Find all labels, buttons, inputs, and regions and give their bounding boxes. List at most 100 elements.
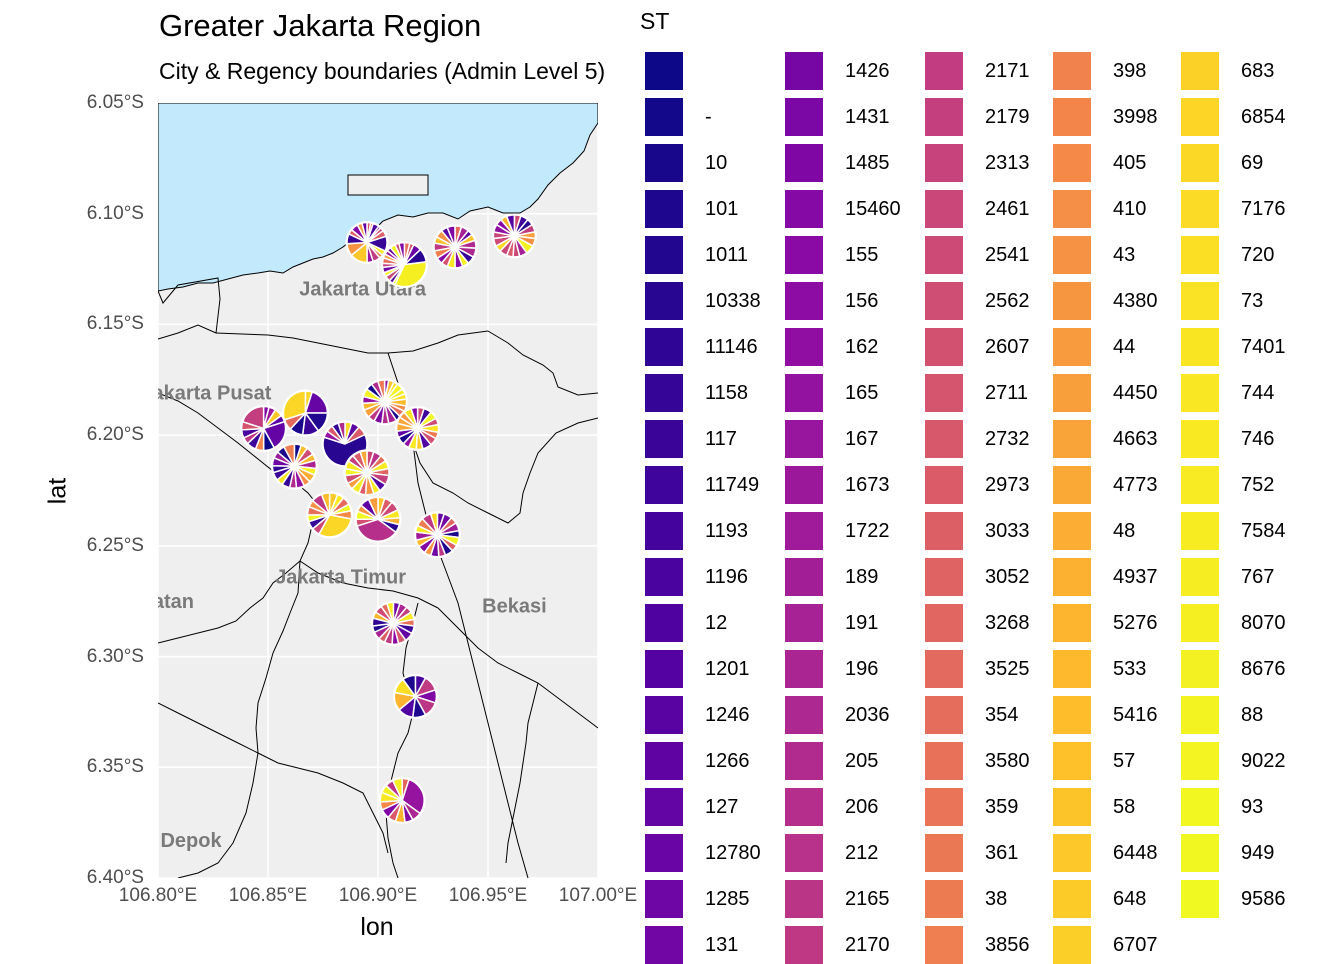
legend-swatch bbox=[925, 328, 963, 366]
legend-label: 15460 bbox=[845, 198, 901, 220]
legend-item: 1266 bbox=[645, 742, 765, 780]
legend-swatch bbox=[1181, 788, 1219, 826]
pie-slice bbox=[401, 778, 425, 815]
legend-item: 12 bbox=[645, 604, 765, 642]
legend-item: 5276 bbox=[1053, 604, 1173, 642]
legend-label: 4663 bbox=[1113, 428, 1158, 450]
legend-swatch bbox=[1181, 98, 1219, 136]
pie-marker[interactable] bbox=[491, 213, 537, 259]
legend-swatch bbox=[785, 466, 823, 504]
y-tick-label: 6.05°S bbox=[86, 92, 144, 113]
pie-slice bbox=[282, 443, 296, 467]
pie-slice bbox=[446, 225, 456, 248]
pie-marker[interactable] bbox=[281, 389, 329, 437]
legend-item: 752 bbox=[1181, 466, 1301, 504]
y-tick-label: 6.40°S bbox=[86, 867, 144, 888]
legend-swatch bbox=[1053, 420, 1091, 458]
region-label: Jakarta Selatan bbox=[158, 591, 194, 613]
legend-swatch bbox=[785, 788, 823, 826]
pie-marker[interactable] bbox=[392, 673, 438, 719]
pie-marker[interactable] bbox=[370, 600, 416, 646]
legend-label: 44 bbox=[1113, 336, 1136, 358]
legend-label: 12 bbox=[705, 612, 728, 634]
legend-label: 2165 bbox=[845, 888, 890, 910]
legend-swatch bbox=[1181, 834, 1219, 872]
legend-label: 683 bbox=[1241, 60, 1275, 82]
legend-swatch bbox=[645, 328, 683, 366]
pie-marker[interactable] bbox=[343, 449, 391, 497]
pie-slice bbox=[356, 518, 397, 542]
legend-label: 11749 bbox=[705, 474, 760, 496]
legend-swatch bbox=[1053, 926, 1091, 964]
legend-label: 949 bbox=[1241, 842, 1275, 864]
pie-marker[interactable] bbox=[345, 221, 389, 264]
legend-label: 1673 bbox=[845, 474, 890, 496]
legend-swatch bbox=[785, 282, 823, 320]
legend-item: 11146 bbox=[645, 328, 765, 366]
y-tick-label: 6.15°S bbox=[86, 313, 144, 335]
legend-swatch bbox=[925, 696, 963, 734]
legend-swatch bbox=[1181, 420, 1219, 458]
legend-item: 10 bbox=[645, 144, 765, 182]
legend-label: 5416 bbox=[1113, 704, 1158, 726]
legend-item: 2170 bbox=[785, 926, 905, 964]
legend-swatch bbox=[1181, 328, 1219, 366]
legend-item: 9586 bbox=[1181, 880, 1301, 918]
legend-label: 2171 bbox=[985, 60, 1030, 82]
pie-slice bbox=[402, 674, 417, 699]
pie-marker[interactable] bbox=[321, 420, 369, 468]
legend-label: 117 bbox=[705, 428, 737, 450]
legend-label: 3052 bbox=[985, 566, 1030, 588]
legend-swatch bbox=[1181, 650, 1219, 688]
legend-swatch bbox=[1181, 374, 1219, 412]
legend-swatch bbox=[1053, 466, 1091, 504]
pie-slice bbox=[376, 379, 386, 403]
pie-marker[interactable] bbox=[395, 406, 441, 451]
legend-swatch bbox=[785, 696, 823, 734]
legend-label: 191 bbox=[845, 612, 879, 634]
legend-item: 1673 bbox=[785, 466, 905, 504]
pie-slice bbox=[505, 214, 516, 237]
pie-marker[interactable] bbox=[432, 224, 478, 270]
pie-marker[interactable] bbox=[413, 511, 461, 559]
legend-item: 205 bbox=[785, 742, 905, 780]
legend-swatch bbox=[1053, 328, 1091, 366]
legend-label: 744 bbox=[1241, 382, 1275, 404]
legend-item: 1011 bbox=[645, 236, 765, 274]
legend-swatch bbox=[645, 926, 683, 964]
legend-label: 38 bbox=[985, 888, 1008, 910]
pie-marker[interactable] bbox=[380, 241, 428, 289]
x-tick-label: 106.90°E bbox=[338, 885, 418, 906]
pie-marker[interactable] bbox=[240, 405, 288, 452]
pie-marker[interactable] bbox=[378, 777, 426, 824]
legend-label: 212 bbox=[845, 842, 879, 864]
legend-label: - bbox=[705, 106, 712, 128]
legend-swatch bbox=[925, 236, 963, 274]
legend-item: 165 bbox=[785, 374, 905, 412]
pie-marker[interactable] bbox=[306, 491, 354, 539]
legend-item: 6448 bbox=[1053, 834, 1173, 872]
legend-item: 69 bbox=[1181, 144, 1301, 182]
pie-marker[interactable] bbox=[354, 495, 402, 543]
legend-swatch bbox=[925, 190, 963, 228]
legend-swatch bbox=[785, 880, 823, 918]
legend-item: 2711 bbox=[925, 374, 1045, 412]
legend-swatch bbox=[1053, 282, 1091, 320]
legend-item bbox=[645, 52, 765, 90]
legend-swatch bbox=[1053, 696, 1091, 734]
legend-item: 2607 bbox=[925, 328, 1045, 366]
legend-swatch bbox=[785, 52, 823, 90]
legend-item: 131 bbox=[645, 926, 765, 964]
legend-label: 1196 bbox=[705, 566, 749, 588]
legend-label: 9022 bbox=[1241, 750, 1286, 772]
x-tick-label: 106.95°E bbox=[448, 885, 528, 906]
legend-item: 117 bbox=[645, 420, 765, 458]
legend-item: 44 bbox=[1053, 328, 1173, 366]
legend-swatch bbox=[1053, 604, 1091, 642]
pie-marker[interactable] bbox=[270, 442, 318, 490]
pie-slice bbox=[361, 221, 368, 243]
legend-swatch bbox=[645, 880, 683, 918]
pie-slice bbox=[367, 496, 379, 520]
